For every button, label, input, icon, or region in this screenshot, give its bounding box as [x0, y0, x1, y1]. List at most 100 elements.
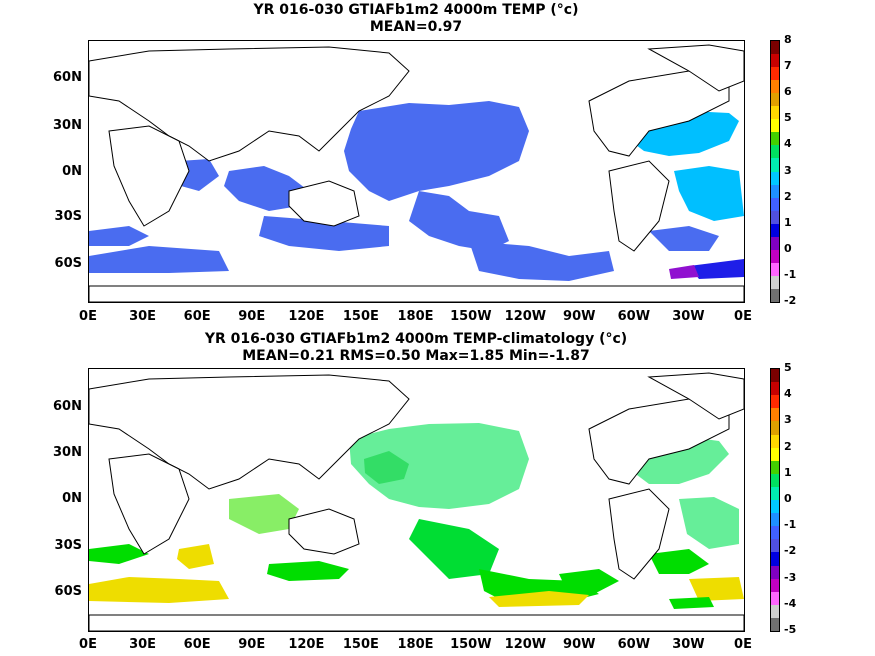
panel2-map-field [89, 372, 744, 631]
colorbar-tick-label: 5 [784, 361, 792, 374]
panel2-lon-label: 90W [563, 637, 596, 652]
panel2-satl-field [679, 497, 739, 549]
colorbar-tick-label: 3 [784, 413, 792, 427]
panel2-weddell-yellow2 [689, 577, 744, 601]
panel2-title-line1: YR 016-030 GTIAFb1m2 4000m TEMP-climatol… [204, 331, 628, 347]
colorbar-tick-label: 8 [784, 33, 792, 46]
panel2-lon-label: 120W [504, 637, 547, 652]
colorbar-tick-label: -3 [784, 570, 797, 584]
colorbar-segment [771, 604, 779, 619]
panel2-lon-label: 30E [129, 637, 157, 652]
panel1-pacific-field [344, 101, 529, 201]
colorbar-tick-label: 1 [784, 215, 792, 229]
colorbar-segment [771, 145, 779, 159]
colorbar-tick-label: 5 [784, 111, 792, 125]
colorbar-segment [771, 197, 779, 212]
panel2-colorbar [770, 368, 780, 632]
panel2-lon-label: 90E [238, 637, 266, 652]
colorbar-segment [771, 158, 779, 172]
colorbar-segment [771, 526, 779, 540]
panel1-lon-label: 30W [672, 309, 705, 324]
colorbar-tick-label: 7 [784, 59, 792, 73]
panel2-lon-label: 150W [450, 637, 492, 652]
colorbar-segment [771, 93, 779, 107]
panel1-weddell-field [649, 226, 719, 251]
panel2-lon-label: 30W [672, 637, 705, 652]
panel1-sw-indian-field [89, 226, 149, 246]
panel2-lat-60n: 60N [53, 399, 82, 414]
panel2-npacific-field [349, 423, 529, 509]
panel1-south-pacific-field [469, 241, 614, 281]
panel1-lon-label: 90W [563, 309, 596, 324]
colorbar-segment [771, 421, 779, 435]
colorbar-segment [771, 171, 779, 186]
panel2-land [89, 372, 744, 631]
panel2-lat-0n: 0N [62, 491, 82, 506]
panel2-southern-yellow2 [177, 544, 214, 569]
colorbar-segment [771, 539, 779, 553]
panel1-lat-30n: 30N [53, 118, 82, 133]
panel1-title-line2: MEAN=0.97 [369, 19, 463, 35]
panel1-indian-west-field [179, 159, 219, 191]
colorbar-tick-label: -1 [784, 267, 797, 281]
panel1-weddell-coldest [669, 265, 699, 279]
panel1-land [89, 44, 744, 302]
colorbar-segment [771, 249, 779, 264]
colorbar-tick-label: 3 [784, 163, 792, 177]
panel1-lon-label: 150W [450, 309, 492, 324]
panel1-lat-30s: 30S [54, 209, 82, 224]
panel2-lon-label: 180E [397, 637, 434, 652]
colorbar-segment [771, 236, 779, 251]
panel1-lon-label: 0E [734, 309, 752, 324]
panel1-lon-label: 90E [238, 309, 266, 324]
colorbar-segment [771, 80, 779, 94]
panel1-map-field [89, 44, 744, 302]
panel2-indian-green [229, 494, 299, 534]
colorbar-tick-label: 6 [784, 85, 792, 99]
panel2-lon-label: 150E [342, 637, 379, 652]
panel1-lon-label: 180E [397, 309, 434, 324]
panel1-lon-label: 0E [79, 309, 97, 324]
colorbar-segment [771, 288, 779, 303]
colorbar-segment [771, 617, 779, 632]
panel2-lon-label: 60E [183, 637, 211, 652]
panel2-satl-green [649, 549, 709, 574]
panel1-colorbar [770, 40, 780, 303]
panel2-lon-label: 0E [79, 637, 97, 652]
panel1-weddell-cold [689, 259, 744, 279]
panel2-southern-yellow [89, 577, 229, 603]
colorbar-tick-label: -2 [784, 544, 797, 558]
colorbar-segment [771, 473, 779, 488]
colorbar-tick-label: 4 [784, 387, 792, 401]
panel1-lon-label: 120W [504, 309, 547, 324]
colorbar-tick-label: -5 [784, 623, 797, 636]
panel2-title-line2: MEAN=0.21 RMS=0.50 Max=1.85 Min=-1.87 [242, 348, 590, 364]
panel1-lon-label: 60E [183, 309, 211, 324]
colorbar-segment [771, 395, 779, 409]
colorbar-tick-label: 0 [784, 241, 792, 255]
colorbar-segment [771, 210, 779, 225]
colorbar-segment [771, 132, 779, 146]
colorbar-tick-label: -4 [784, 596, 797, 610]
colorbar-segment [771, 447, 779, 462]
colorbar-segment [771, 513, 779, 527]
panel2-pacific-core [364, 451, 409, 484]
colorbar-segment [771, 552, 779, 566]
colorbar-tick-label: 2 [784, 189, 792, 203]
panel1-lat-0n: 0N [62, 164, 82, 179]
colorbar-segment [771, 262, 779, 277]
colorbar-segment [771, 565, 779, 580]
panel1-map [88, 40, 745, 303]
panel2-lon-label: 120E [288, 637, 325, 652]
colorbar-tick-label: -1 [784, 518, 797, 532]
colorbar-segment [771, 41, 779, 55]
panel1-aus-south-field [259, 216, 389, 251]
panel1-lon-label: 60W [617, 309, 651, 324]
colorbar-segment [771, 434, 779, 449]
panel2-sw-pacific-field [409, 519, 499, 579]
panel1-southern-field [89, 246, 229, 273]
panel2-lat-30n: 30N [53, 445, 82, 460]
panel2-weddell-yellow [489, 591, 589, 607]
panel1-lat-60n: 60N [53, 70, 82, 85]
panel2-map [88, 368, 745, 632]
